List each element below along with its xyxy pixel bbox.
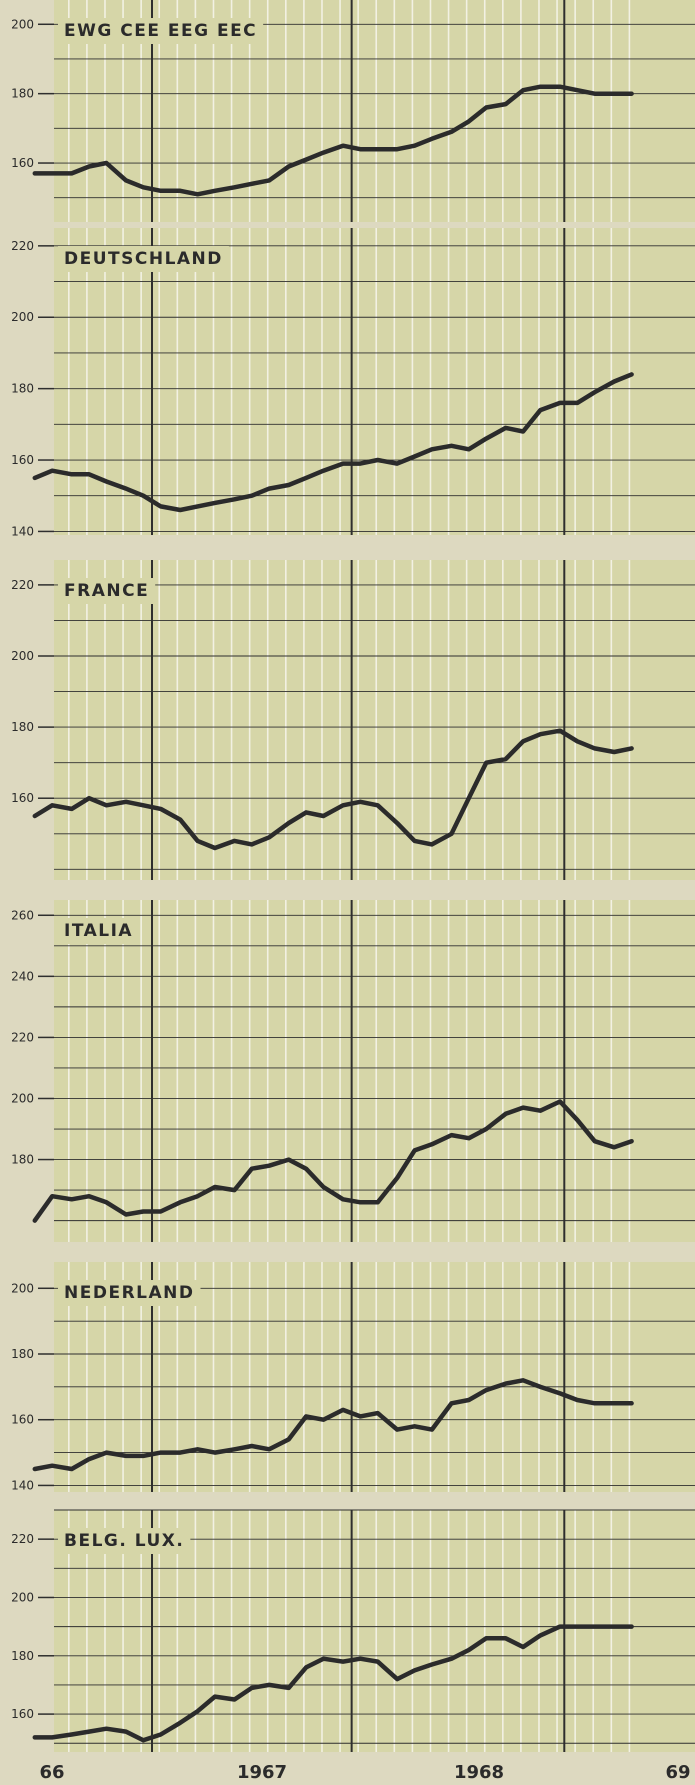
y-tick-label-200: 200 (11, 649, 34, 663)
series-line-nederland (32, 1378, 634, 1472)
series-line-france (32, 728, 634, 851)
y-tick-label-140: 140 (11, 524, 34, 538)
y-tick-label-180: 180 (11, 720, 34, 734)
panel-ewg-cee-eeg-eec: 160 180 200 EWG CEE EEG EEC (11, 0, 695, 222)
x-axis-labels: 66 1967 1968 69 (39, 1762, 690, 1783)
panel-title-bg (58, 578, 156, 604)
y-tick-label-180: 180 (11, 382, 34, 396)
y-tick-label-260: 260 (11, 908, 34, 922)
y-tick-label-240: 240 (11, 969, 34, 983)
x-label-66: 66 (39, 1762, 64, 1783)
y-tick-label-200: 200 (11, 1281, 34, 1295)
y-tick-label-200: 200 (11, 1091, 34, 1105)
panel-italia: 180 200 220 240 260 ITALIA (11, 900, 695, 1242)
y-tick-label-220: 220 (11, 1532, 34, 1546)
y-tick-label-180: 180 (11, 1347, 34, 1361)
panel-title-bg (58, 18, 264, 44)
series-line-ewg-cee-eeg-eec (32, 84, 634, 197)
plot-area-italia (54, 900, 695, 1242)
x-label-1967: 1967 (237, 1762, 287, 1783)
series-line-italia (32, 1099, 634, 1223)
x-label-69: 69 (665, 1762, 690, 1783)
y-tick-label-220: 220 (11, 1030, 34, 1044)
y-tick-label-160: 160 (11, 156, 34, 170)
panel-title-bg (58, 1280, 201, 1306)
panel-title-bg (58, 1528, 191, 1554)
panel-title-deutschland: DEUTSCHLAND (64, 249, 223, 269)
y-tick-label-180: 180 (11, 87, 34, 101)
y-tick-label-160: 160 (11, 1413, 34, 1427)
y-tick-label-160: 160 (11, 453, 34, 467)
y-tick-label-160: 160 (11, 791, 34, 805)
panel-title-bg (58, 246, 229, 272)
y-tick-label-220: 220 (11, 239, 34, 253)
series-line-deutschland (32, 372, 634, 513)
y-tick-label-200: 200 (11, 17, 34, 31)
y-tick-label-220: 220 (11, 578, 34, 592)
y-tick-label-140: 140 (11, 1478, 34, 1492)
y-tick-label-200: 200 (11, 310, 34, 324)
panel-title-belg-lux: BELG. LUX. (64, 1531, 184, 1551)
panel-france: 160 180 200 220 FRANCE (11, 560, 695, 880)
panel-belg-lux: 160 180 200 220 BELG. LUX. (11, 1509, 695, 1752)
y-tick-label-200: 200 (11, 1590, 34, 1604)
y-tick-label-180: 180 (11, 1649, 34, 1663)
panels-layer: 160 180 200 EWG CEE EEG EEC 140 160 180 200 220 D… (11, 0, 695, 1752)
panel-deutschland: 140 160 180 200 220 DEUTSCHLAND (11, 228, 695, 538)
panel-nederland: 140 160 180 200 NEDERLAND (11, 1262, 695, 1492)
series-line-belg-lux (32, 1624, 634, 1743)
panel-title-nederland: NEDERLAND (64, 1283, 194, 1303)
plot-area-deutschland (54, 228, 695, 535)
panel-title-bg (58, 918, 140, 944)
panel-title-italia: ITALIA (64, 921, 133, 941)
panel-title-ewg-cee-eeg-eec: EWG CEE EEG EEC (64, 21, 257, 41)
y-tick-label-180: 180 (11, 1153, 34, 1167)
x-label-1968: 1968 (454, 1762, 504, 1783)
plot-area-france (54, 560, 695, 880)
panel-title-france: FRANCE (64, 581, 149, 601)
y-tick-label-160: 160 (11, 1707, 34, 1721)
